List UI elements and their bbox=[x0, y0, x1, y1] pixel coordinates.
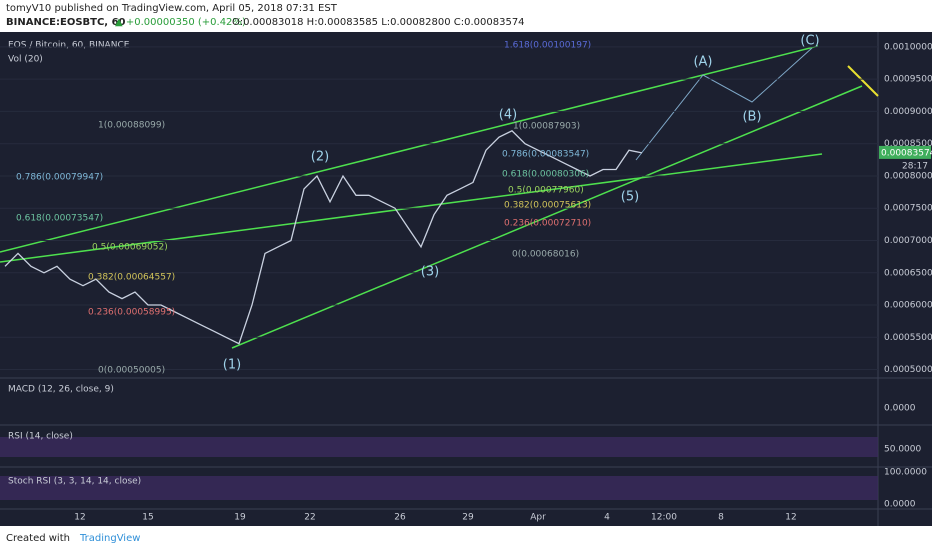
chart-title: EOS / Bitcoin, 60, BINANCE bbox=[8, 41, 130, 51]
last-price: 0.00083574 bbox=[881, 148, 932, 158]
x-tick-label: 19 bbox=[234, 513, 246, 523]
wave-label: (B) bbox=[742, 110, 761, 125]
x-tick-label: 4 bbox=[604, 513, 610, 523]
fib-label: 0.618(0.00073547) bbox=[16, 214, 103, 224]
fib-label: 0.5(0.00069052) bbox=[92, 243, 168, 253]
rsi-label: RSI (14, close) bbox=[8, 432, 73, 442]
wave-label: (4) bbox=[499, 108, 517, 123]
wave-label: (1) bbox=[223, 358, 241, 373]
wave-label: (5) bbox=[621, 190, 639, 205]
last-price-tag bbox=[879, 145, 931, 159]
price-line bbox=[4, 130, 643, 345]
fib-label: 0(0.00050005) bbox=[98, 366, 165, 376]
countdown: 28:17 bbox=[902, 161, 928, 171]
fib-label: 0.236(0.00072710) bbox=[504, 219, 591, 229]
stoch-band bbox=[0, 476, 878, 500]
wave-label: (C) bbox=[800, 34, 819, 49]
x-tick-label: 26 bbox=[394, 513, 406, 523]
marker-line bbox=[847, 65, 879, 97]
fib-label: 0.5(0.00077960) bbox=[508, 186, 584, 196]
x-tick-label: 12 bbox=[74, 513, 85, 523]
x-tick-label: 29 bbox=[462, 513, 474, 523]
fib-label: 1(0.00087903) bbox=[513, 122, 580, 132]
publisher: tomyV10 published on TradingView.com, Ap… bbox=[6, 3, 338, 14]
x-tick-label: 12 bbox=[785, 513, 796, 523]
stoch-label: Stoch RSI (3, 3, 14, 14, close) bbox=[8, 477, 141, 487]
wave-label: (2) bbox=[311, 150, 329, 165]
stoch-axis: 0.0000 bbox=[884, 500, 916, 510]
fib-label: 0.786(0.00079947) bbox=[16, 173, 103, 183]
macd-label: MACD (12, 26, close, 9) bbox=[8, 385, 114, 395]
fib-label: 0.382(0.00075613) bbox=[504, 201, 591, 211]
footer-text: Created with bbox=[6, 533, 70, 544]
rsi-axis: 50.0000 bbox=[884, 445, 921, 455]
fib-label: 0.382(0.00064557) bbox=[88, 273, 175, 283]
projection bbox=[635, 47, 813, 161]
footer-brand[interactable]: TradingView bbox=[79, 533, 140, 544]
wave-label: (A) bbox=[693, 55, 712, 70]
change: ▲ +0.00000350 (+0.42%) bbox=[115, 17, 246, 28]
ohlc: O:0.00083018 H:0.00083585 L:0.00082800 C… bbox=[232, 17, 525, 28]
fib-label: 1.618(0.00100197) bbox=[504, 41, 591, 51]
fib-label: 0(0.00068016) bbox=[512, 250, 579, 260]
x-tick-label: 22 bbox=[304, 513, 315, 523]
x-tick-label: 8 bbox=[718, 513, 724, 523]
x-tick-label: 12:00 bbox=[651, 513, 677, 523]
x-tick-label: Apr bbox=[530, 513, 546, 523]
x-tick-label: 15 bbox=[142, 513, 153, 523]
fib-label: 0.786(0.00083547) bbox=[502, 150, 589, 160]
fib-label: 1(0.00088099) bbox=[98, 121, 165, 131]
footer bbox=[0, 526, 932, 550]
fib-label: 0.618(0.00080306) bbox=[502, 170, 589, 180]
volume-label: Vol (20) bbox=[8, 55, 43, 65]
wave-label: (3) bbox=[421, 265, 439, 280]
stoch-axis: 100.0000 bbox=[884, 468, 927, 478]
rsi-band bbox=[0, 437, 878, 457]
macd-axis: 0.0000 bbox=[884, 404, 916, 414]
symbol: BINANCE:EOSBTC, 60 bbox=[6, 17, 126, 28]
fib-label: 0.236(0.00058995) bbox=[88, 308, 175, 318]
